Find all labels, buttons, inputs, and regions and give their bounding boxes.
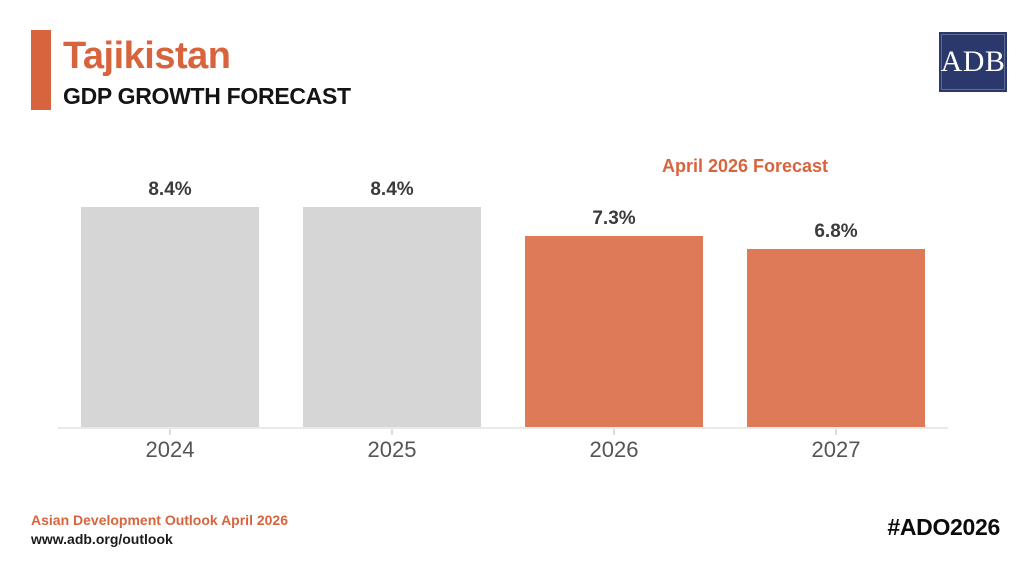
bar-group: 8.4% [81,179,259,428]
bar-group: 6.8% [747,221,925,428]
bar-2024 [81,207,259,428]
bar-value-label: 8.4% [370,179,414,200]
page-subtitle: GDP GROWTH FORECAST [63,83,351,109]
page-title: Tajikistan [63,35,231,77]
bar-group: 8.4% [303,179,481,428]
x-axis-label: 2026 [589,437,639,462]
bar-value-label: 8.4% [148,179,192,200]
x-axis-label: 2025 [367,437,417,462]
accent-bar [31,30,51,110]
adb-logo: ADB [939,32,1007,92]
bar-2025 [303,207,481,428]
x-axis-label: 2027 [811,437,861,462]
bar-chart: 8.4% 8.4% 7.3% 6.8% [81,179,925,428]
axis-tick [835,429,837,435]
axis-tick [613,429,615,435]
footer-source: Asian Development Outlook April 2026 [31,512,288,528]
bar-value-label: 6.8% [814,221,858,242]
footer-url: www.adb.org/outlook [31,531,173,547]
x-axis: 2024 2025 2026 2027 [81,429,925,471]
bar-group: 7.3% [525,208,703,428]
x-axis-line [58,427,948,429]
adb-logo-text: ADB [940,45,1006,78]
footer-hashtag: #ADO2026 [887,514,1000,540]
axis-tick [391,429,393,435]
bar-2026 [525,236,703,428]
bar-value-label: 7.3% [592,208,636,229]
axis-tick [169,429,171,435]
forecast-annotation: April 2026 Forecast [661,156,829,176]
x-axis-label: 2024 [145,437,195,462]
bar-2027 [747,249,925,428]
